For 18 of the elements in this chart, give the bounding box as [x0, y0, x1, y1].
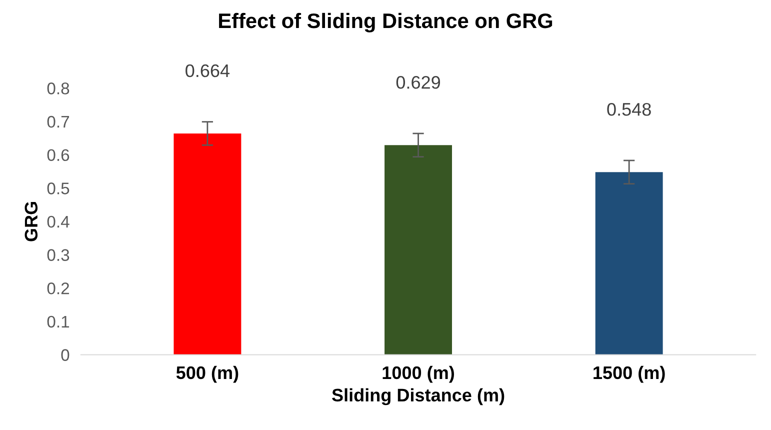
x-tick-label: 1000 (m): [382, 366, 454, 383]
data-label: 0.548: [607, 102, 651, 116]
y-tick-label: 0.8: [47, 82, 70, 94]
chart-title: Effect of Sliding Distance on GRG: [219, 12, 552, 32]
y-tick-label: 0.4: [47, 216, 70, 228]
y-tick-label: 0.7: [47, 116, 70, 128]
x-tick-label: 500 (m): [176, 366, 238, 383]
y-tick-label: 0.2: [47, 282, 70, 294]
y-tick-label: 0.5: [47, 182, 70, 194]
y-axis-title: GRG: [24, 202, 38, 242]
y-tick-label: 0.6: [47, 149, 70, 162]
x-axis-title: Sliding Distance (m): [332, 388, 504, 406]
x-tick-label: 1500 (m): [594, 366, 665, 383]
data-label: 0.629: [396, 76, 440, 89]
data-label: 0.664: [186, 64, 230, 78]
y-tick-label: 0.1: [47, 316, 70, 328]
y-tick-label: 0.3: [47, 249, 70, 261]
y-tick-label: 0: [61, 349, 70, 361]
